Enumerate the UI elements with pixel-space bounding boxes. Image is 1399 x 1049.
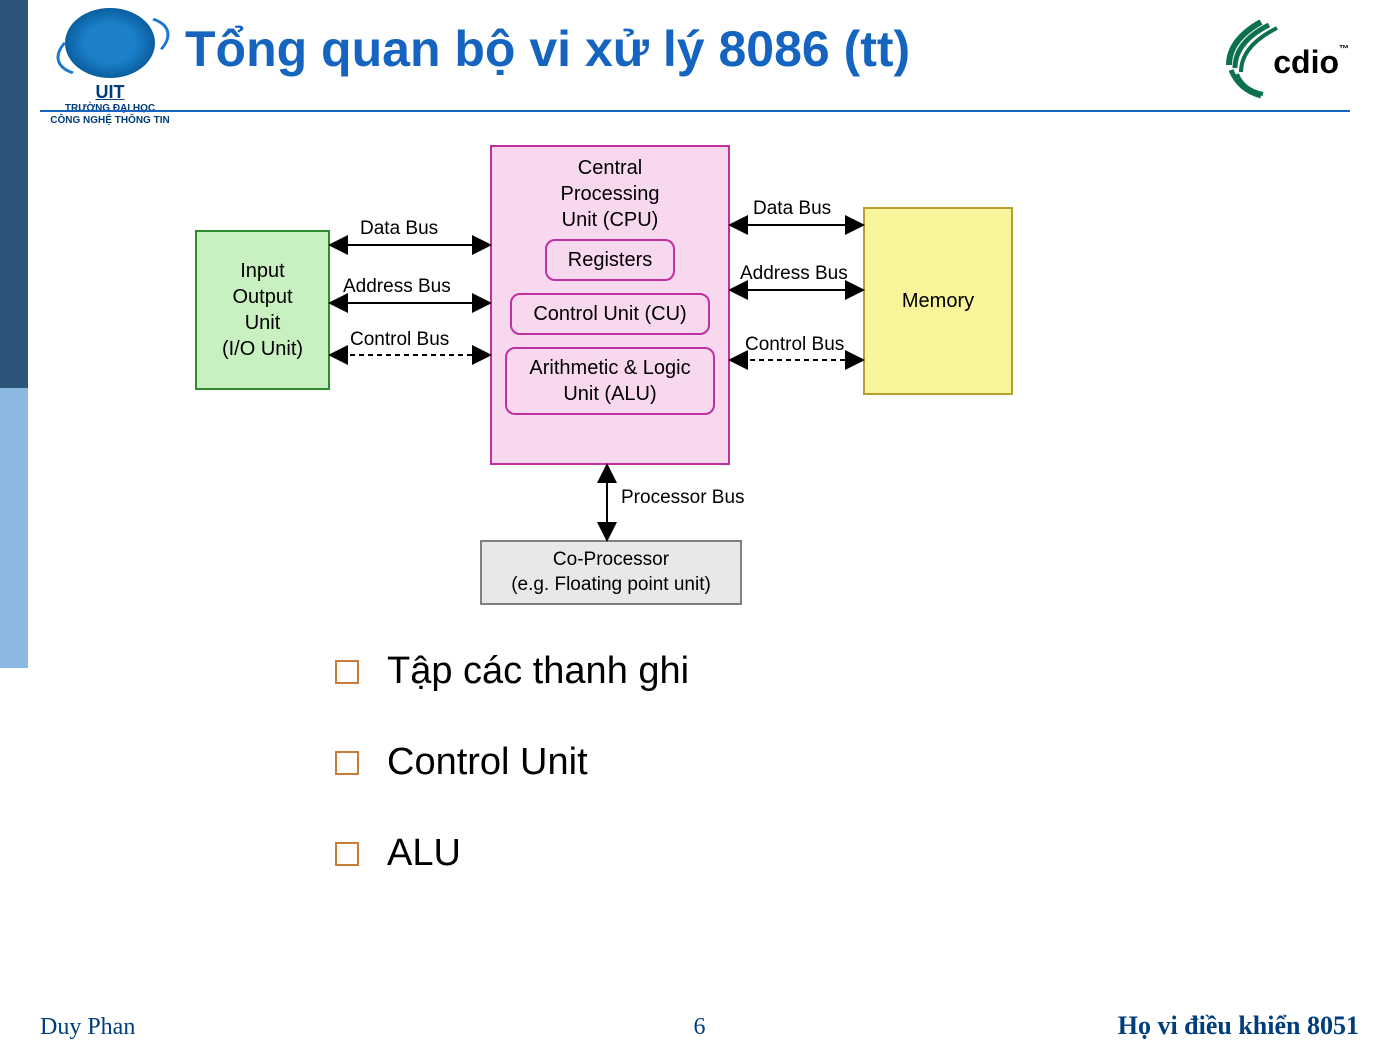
bullet-item: Tập các thanh ghi xyxy=(335,650,689,693)
bullet-box-icon xyxy=(335,660,359,684)
left-stripe-dark xyxy=(0,0,28,388)
control-unit-box: Control Unit (CU) xyxy=(510,293,710,335)
bullet-text: Control Unit xyxy=(387,741,588,784)
registers-box: Registers xyxy=(545,239,675,281)
footer-author: Duy Phan xyxy=(40,1014,135,1041)
cdio-text: cdio™ xyxy=(1273,44,1349,81)
bullet-box-icon xyxy=(335,751,359,775)
slide-title: Tổng quan bộ vi xử lý 8086 (tt) xyxy=(185,20,910,78)
cpu-diagram: Input Output Unit (I/O Unit) Central Pro… xyxy=(195,145,1015,620)
bullet-box-icon xyxy=(335,842,359,866)
logo-uit-text: UIT xyxy=(40,82,180,103)
logo-sub2: CÔNG NGHỆ THÔNG TIN xyxy=(40,115,180,127)
bullet-item: ALU xyxy=(335,832,689,875)
logo-sub1: TRƯỜNG ĐẠI HỌC xyxy=(40,103,180,115)
label-l-data: Data Bus xyxy=(360,218,438,240)
cdio-logo: cdio™ xyxy=(1229,20,1349,100)
alu-box: Arithmetic & Logic Unit (ALU) xyxy=(505,347,715,415)
title-underline xyxy=(40,110,1350,112)
label-r-data: Data Bus xyxy=(753,198,831,220)
bullet-item: Control Unit xyxy=(335,741,689,784)
cpu-box: Central Processing Unit (CPU) Registers … xyxy=(490,145,730,465)
memory-box: Memory xyxy=(863,207,1013,395)
label-l-ctrl: Control Bus xyxy=(350,329,449,351)
bullet-text: ALU xyxy=(387,832,461,875)
label-proc-bus: Processor Bus xyxy=(621,487,745,509)
label-r-addr: Address Bus xyxy=(740,263,848,285)
globe-icon xyxy=(65,8,155,78)
io-unit-box: Input Output Unit (I/O Unit) xyxy=(195,230,330,390)
label-l-addr: Address Bus xyxy=(343,276,451,298)
left-stripe-light xyxy=(0,388,28,668)
bullet-list: Tập các thanh ghi Control Unit ALU xyxy=(335,650,689,923)
label-r-ctrl: Control Bus xyxy=(745,334,844,356)
footer-right: Họ vi điều khiển 8051 xyxy=(1118,1011,1359,1041)
coprocessor-box: Co-Processor (e.g. Floating point unit) xyxy=(480,540,742,605)
footer-page: 6 xyxy=(694,1014,706,1041)
bullet-text: Tập các thanh ghi xyxy=(387,650,689,693)
